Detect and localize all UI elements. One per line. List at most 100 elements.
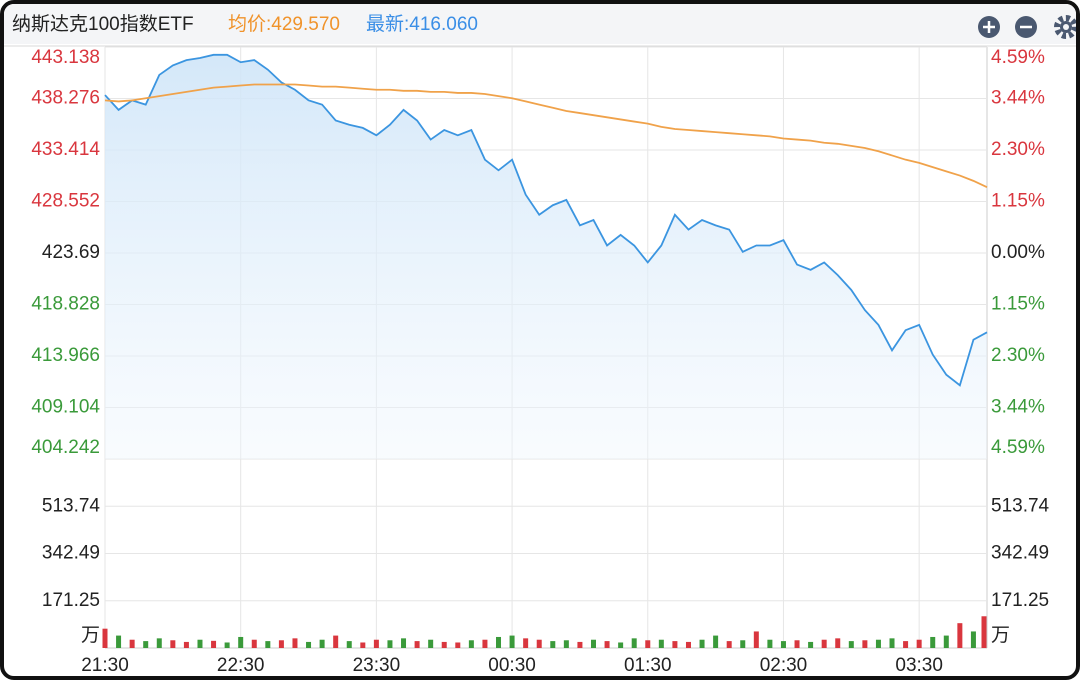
volume-bar [509,635,515,648]
volume-tick-label: 342.49 [991,543,1049,564]
volume-bar [455,642,461,648]
volume-bar [685,641,691,648]
price-line [104,53,988,387]
volume-bar [780,641,786,648]
y-tick-label: 409.104 [31,397,100,418]
volume-bar [536,639,542,648]
volume-bar [468,640,474,648]
volume-bar [658,639,664,648]
chart-title: 纳斯达克100指数ETF [12,13,194,35]
volume-bar [862,640,868,648]
volume-unit: 万 [81,625,100,646]
volume-bar [590,639,596,648]
volume-bar [916,639,922,648]
volume-bar [496,636,502,648]
volume-bar [278,640,284,648]
volume-bar [889,638,895,648]
header-bar [4,4,1076,44]
volume-bar [102,628,108,648]
latest-price: 最新:416.060 [366,13,478,35]
y2-tick-label: 0.00% [991,242,1045,263]
volume-bar [211,640,217,648]
zoom-in-button[interactable] [978,16,1000,38]
volume-bar [631,638,637,648]
volume-bar [943,635,949,648]
volume-bar [821,639,827,648]
volume-bar [183,641,189,648]
volume-bar [387,640,393,648]
y2-tick-label: 3.44% [991,88,1045,109]
volume-bar [482,639,488,648]
volume-bar [808,641,814,648]
volume-bar [414,641,420,648]
volume-bar [767,639,773,648]
volume-bar [333,635,339,648]
volume-bar [292,638,298,648]
y-tick-label: 443.138 [31,47,100,68]
volume-bar [970,631,976,648]
volume-bar [319,639,325,648]
y-tick-label: 404.242 [31,437,100,458]
y-tick-label: 418.828 [31,294,100,315]
y-tick-label: 433.414 [31,139,100,160]
volume-bar [848,641,854,648]
y-tick-label: 423.69 [42,242,100,263]
y2-tick-label: 1.15% [991,294,1045,315]
volume-tick-label: 171.25 [991,590,1049,611]
x-tick-label: 03:30 [895,655,943,676]
y2-tick-label: 4.59% [991,47,1045,68]
volume-bar [957,623,963,648]
volume-bar [360,642,366,648]
y2-tick-label: 4.59% [991,437,1045,458]
x-tick-label: 00:30 [488,655,536,676]
average-price: 均价:429.570 [228,13,340,35]
volume-bar [981,616,987,648]
volume-bar [903,641,909,648]
volume-bar [713,635,719,648]
y-tick-label: 438.276 [31,88,100,109]
volume-tick-label: 342.49 [42,543,100,564]
x-tick-label: 23:30 [353,655,401,676]
zoom-out-button[interactable] [1015,16,1037,38]
volume-bar [428,639,434,648]
volume-tick-label: 513.74 [42,495,101,516]
volume-bar [116,635,122,648]
volume-bar [346,641,352,648]
volume-bar [401,638,407,648]
volume-bar [143,641,149,648]
volume-bar [835,638,841,648]
volume-bar [129,639,135,648]
volume-bar [306,641,312,648]
chart: 纳斯达克100指数ETF 均价:429.570 最新:416.060 21:30… [4,4,1076,676]
volume-bar [794,640,800,648]
volume-bar [618,642,624,648]
settings-button[interactable] [1054,15,1076,39]
average-line [104,83,988,189]
volume-bar [699,639,705,648]
volume-bar [753,631,759,648]
volume-bar [265,641,271,648]
volume-bar [604,641,610,648]
volume-bar [156,638,162,648]
volume-bar [672,641,678,648]
x-tick-label: 01:30 [624,655,672,676]
volume-bar [930,636,936,648]
volume-bar [170,640,176,648]
volume-bar [238,636,244,648]
volume-bar [875,639,881,648]
x-tick-label: 22:30 [217,655,265,676]
x-tick-label: 21:30 [81,655,129,676]
volume-unit: 万 [991,625,1010,646]
y2-tick-label: 3.44% [991,396,1045,417]
volume-bar [550,641,556,648]
price-area [105,54,987,460]
volume-bar [740,640,746,648]
y2-tick-label: 2.30% [991,345,1045,366]
volume-bar [441,641,447,648]
volume-tick-label: 513.74 [991,495,1050,516]
x-tick-label: 02:30 [760,655,808,676]
y-tick-label: 413.966 [31,345,100,366]
volume-bar [523,638,529,648]
volume-bar [224,642,230,648]
